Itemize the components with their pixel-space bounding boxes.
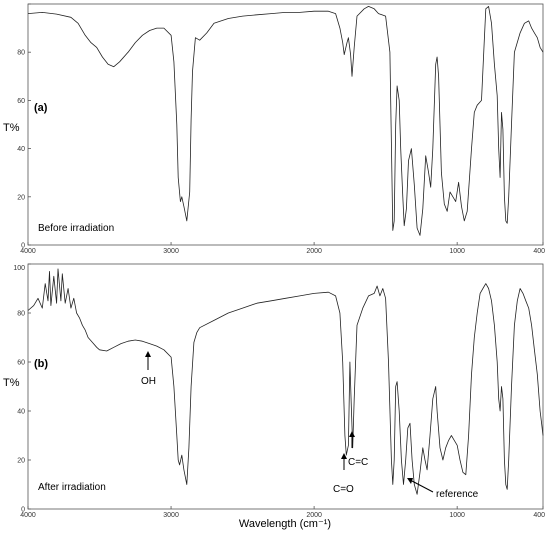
callout-reference-arrow: [411, 480, 434, 493]
panel-b-x-tick-label: 2000: [306, 512, 322, 519]
panel-b-y-tick-label: 40: [17, 409, 25, 416]
panel-a-y-tick-label: 20: [17, 194, 25, 201]
callout-co-label: C=O: [333, 484, 354, 495]
panel-a-y-tick-label: 0: [21, 243, 25, 250]
panel-b-y-tick-label: 100: [13, 265, 25, 272]
x-axis-label: Wavelength (cm⁻¹): [239, 518, 331, 530]
panel-a-x-tick-label: 400: [533, 248, 545, 255]
panel-b-x-tick-label: 3000: [163, 512, 179, 519]
panel-a-y-tick-label: 60: [17, 98, 25, 105]
callout-cc-arrowhead: [349, 431, 355, 437]
panel-a: 0 20 40 60 80 4000 3000 2000 1000 400 T% (a) Bef…: [3, 3, 545, 255]
callout-cc: C=C: [348, 431, 368, 468]
panel-a-y-tick-label: 40: [17, 146, 25, 153]
panel-b-x-tick-label: 400: [533, 512, 545, 519]
panel-b-y-axis-label: T%: [3, 377, 20, 389]
callout-reference: reference: [407, 478, 479, 500]
panel-a-x-tick-label: 4000: [20, 248, 36, 255]
callout-co-arrowhead: [341, 453, 347, 459]
callout-oh: OH: [141, 351, 156, 387]
panel-b-y-tick-label: 20: [17, 458, 25, 465]
panel-b-y-tick-label: 60: [17, 360, 25, 367]
panel-b-x-tick-label: 4000: [20, 512, 36, 519]
panel-b-y-tick-label: 0: [21, 507, 25, 514]
panel-b-annotation: After irradiation: [38, 482, 106, 493]
panel-a-tag: (a): [34, 102, 48, 114]
panel-a-x-tick-label: 3000: [163, 248, 179, 255]
callout-reference-arrowhead: [407, 478, 413, 484]
callout-oh-arrowhead: [145, 351, 151, 357]
panel-b-y-tick-label: 80: [17, 311, 25, 318]
panel-b-x-ticks: 4000 3000 2000 1000 400: [20, 506, 545, 519]
panel-b-spectrum-line: [27, 268, 544, 495]
panel-b-frame: [27, 263, 544, 510]
panel-b-y-ticks: 0 20 40 60 80 100: [13, 263, 31, 514]
panel-a-y-ticks: 0 20 40 60 80: [17, 3, 31, 250]
callout-cc-label: C=C: [348, 457, 368, 468]
panel-a-x-tick-label: 1000: [449, 248, 465, 255]
callout-oh-label: OH: [141, 376, 156, 387]
panel-b-tag: (b): [34, 358, 48, 370]
panel-a-x-tick-label: 2000: [306, 248, 322, 255]
panel-a-annotation: Before irradiation: [38, 223, 114, 234]
panel-a-y-axis-label: T%: [3, 122, 20, 134]
callout-reference-label: reference: [436, 489, 479, 500]
panel-b-x-tick-label: 1000: [449, 512, 465, 519]
callout-co: C=O: [333, 453, 354, 495]
panel-a-y-tick-label: 80: [17, 50, 25, 57]
panel-a-x-ticks: 4000 3000 2000 1000 400: [20, 242, 545, 255]
panel-a-frame: [27, 3, 544, 246]
panel-a-spectrum-line: [27, 6, 544, 236]
